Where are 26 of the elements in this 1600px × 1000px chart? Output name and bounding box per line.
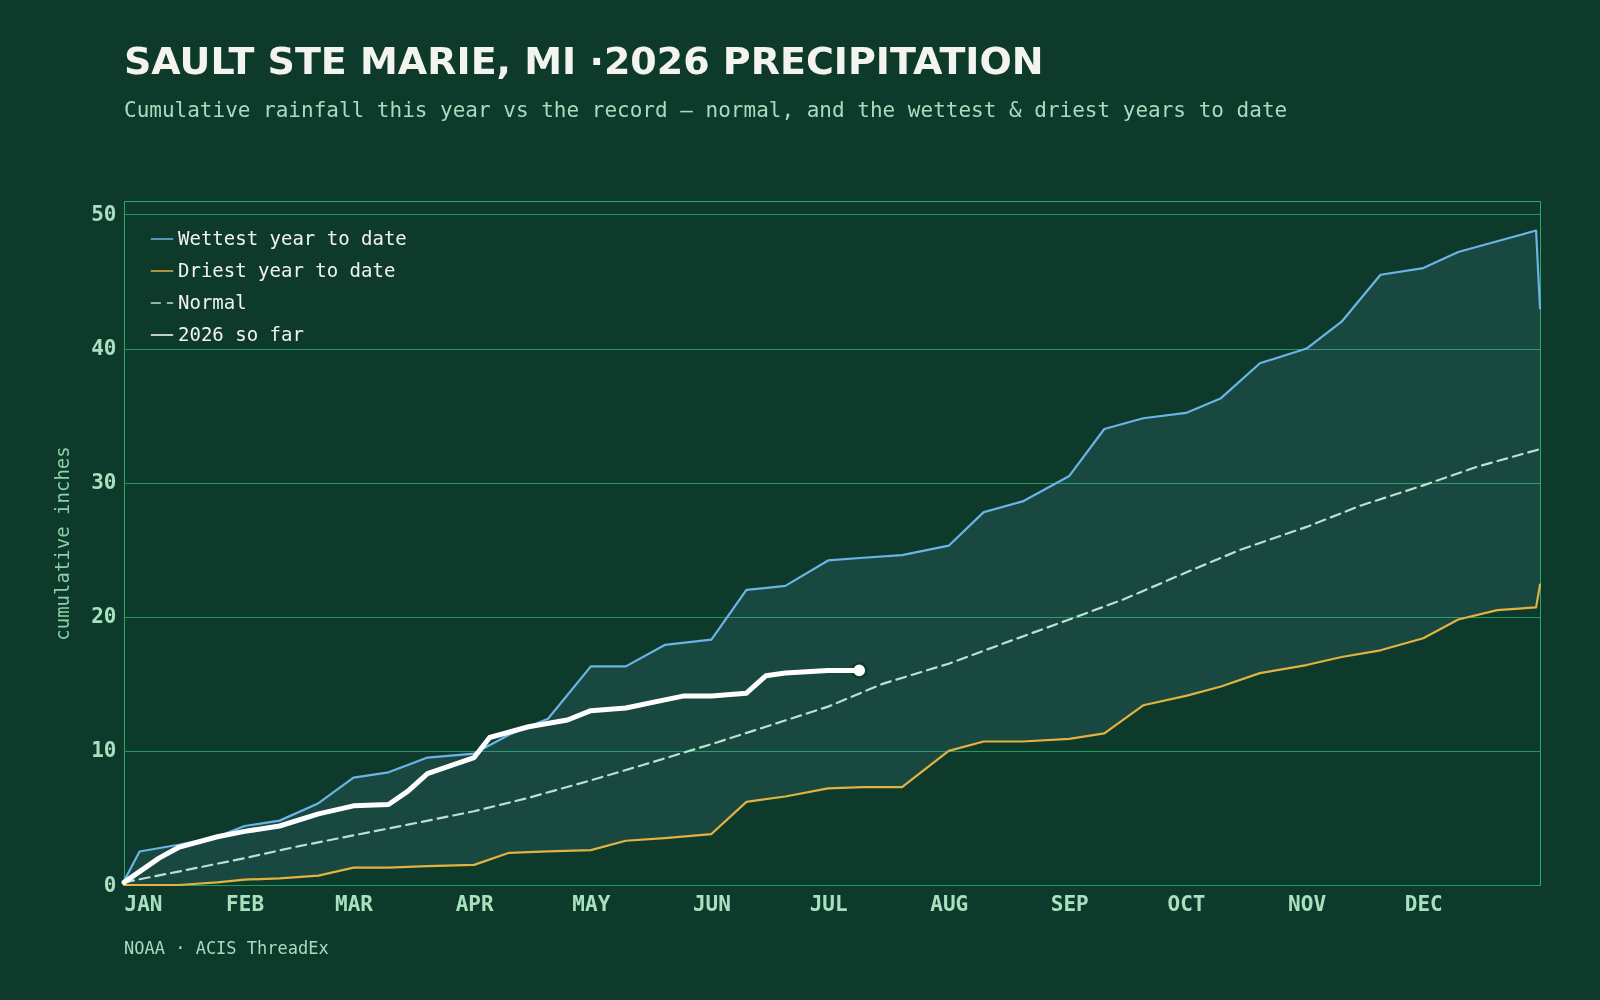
y-axis-title: cumulative inches bbox=[51, 446, 74, 641]
legend-label: 2026 so far bbox=[178, 323, 304, 345]
y-tick-label: 10 bbox=[91, 738, 117, 763]
y-tick-label: 30 bbox=[91, 470, 117, 495]
x-tick-label: APR bbox=[455, 891, 494, 916]
x-tick-label: MAR bbox=[335, 891, 374, 916]
chart-subtitle: Cumulative rainfall this year vs the record — normal, and the wettest & driest years to date bbox=[124, 98, 1288, 122]
y-tick-label: 40 bbox=[91, 336, 117, 361]
x-tick-label: DEC bbox=[1404, 891, 1443, 916]
legend-label: Wettest year to date bbox=[178, 227, 407, 249]
chart-title: SAULT STE MARIE, MI ·2026 PRECIPITATION bbox=[124, 39, 1044, 83]
legend-label: Normal bbox=[178, 291, 247, 313]
x-tick-label: JUN bbox=[692, 891, 731, 916]
x-tick-label: MAY bbox=[572, 891, 611, 916]
x-tick-label: AUG bbox=[930, 891, 969, 916]
legend-label: Driest year to date bbox=[178, 259, 396, 281]
y-tick-label: 50 bbox=[91, 201, 117, 226]
y-tick-label: 0 bbox=[103, 872, 117, 897]
y-tick-label: 20 bbox=[91, 604, 117, 629]
text: NOAA · ACIS ThreadEx bbox=[124, 938, 329, 958]
x-tick-label: NOV bbox=[1288, 891, 1327, 916]
x-tick-label: JUL bbox=[809, 891, 848, 916]
x-tick-label: JAN bbox=[124, 891, 163, 916]
x-tick-label: OCT bbox=[1167, 891, 1206, 916]
x-tick-label: SEP bbox=[1050, 891, 1089, 916]
x-tick-label: FEB bbox=[226, 891, 265, 916]
